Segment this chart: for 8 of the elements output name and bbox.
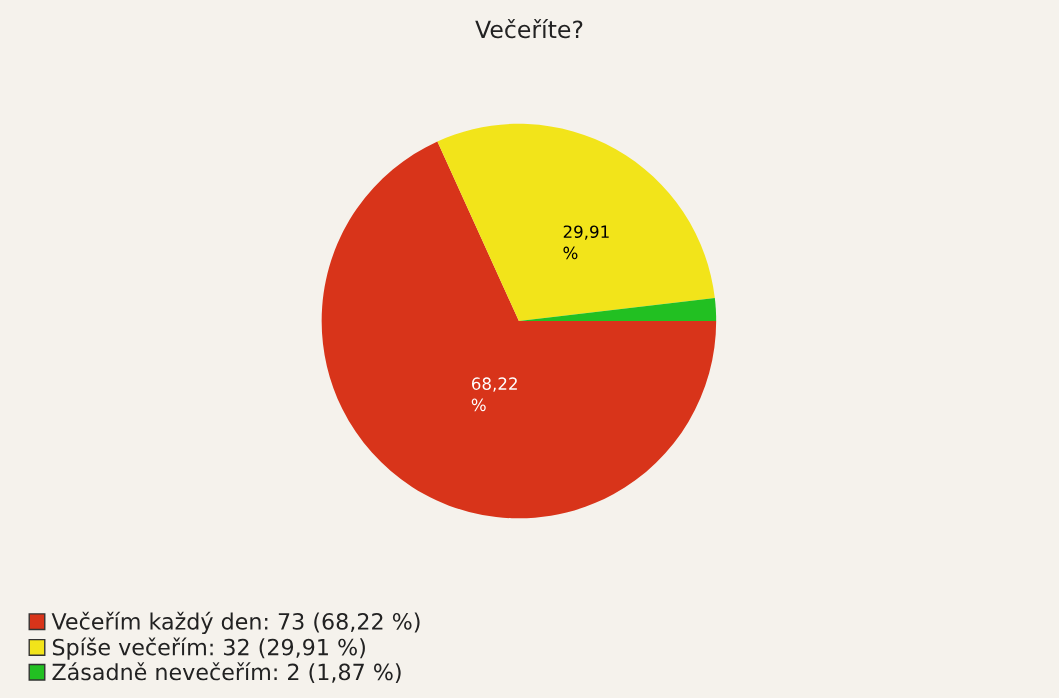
data-label: 68,22 % [471, 377, 517, 412]
data-label: 29,91 % [563, 225, 609, 260]
chart-title: Večeříte? [475, 19, 583, 39]
legend-label: Zásadně nevečeřím: 2 (1,87 %) [52, 662, 401, 683]
legend-label: Večeřím každý den: 73 (68,22 %) [51, 611, 420, 635]
pie-slice [437, 123, 715, 322]
pie-slice [321, 141, 717, 519]
legend-label: Spíše večeřím: 32 (29,91 %) [52, 637, 365, 660]
